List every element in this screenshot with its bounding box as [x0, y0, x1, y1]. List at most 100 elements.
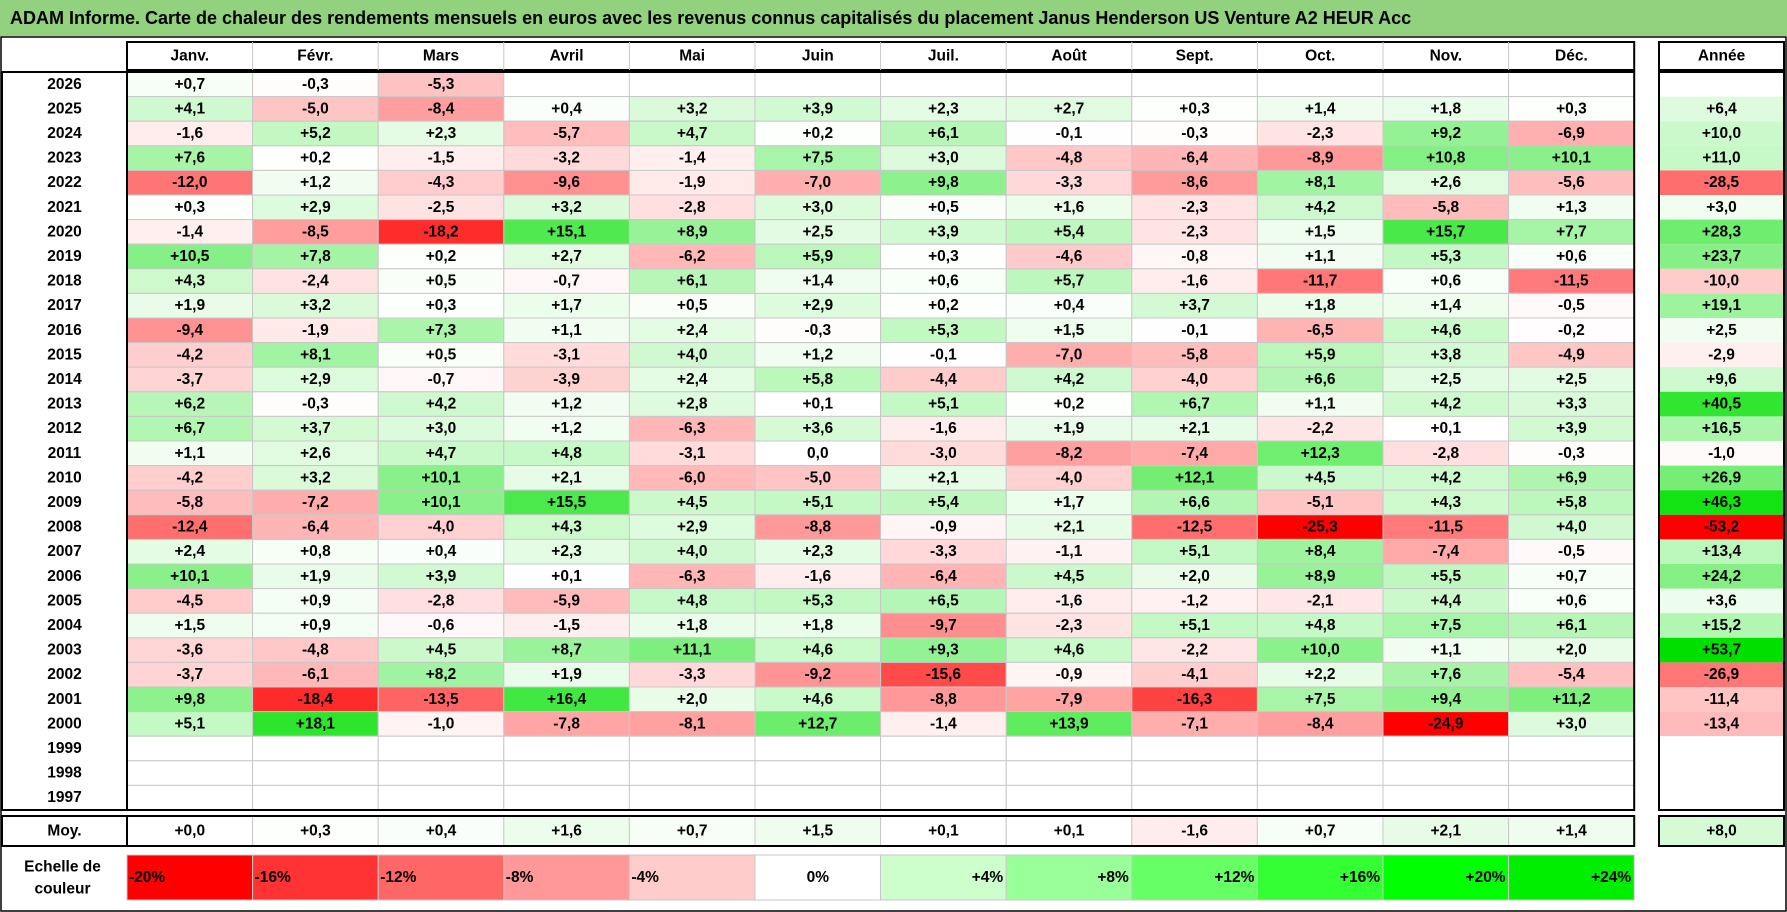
cell-value: +9,8	[174, 691, 205, 708]
cell-value: -1,1	[1056, 543, 1083, 560]
annual-value: +9,6	[1706, 371, 1737, 388]
cell-value: +10,1	[1552, 150, 1592, 167]
cell-value: -8,2	[1056, 445, 1083, 462]
cell-value: -3,7	[176, 371, 203, 388]
cell-value: +13,9	[1049, 715, 1089, 732]
annual-cell	[1659, 318, 1784, 343]
heatmap-cell	[503, 415, 630, 442]
cell-value: +3,9	[928, 223, 959, 240]
cell-value: -2,4	[302, 273, 329, 290]
cell-value: +1,8	[1430, 100, 1461, 117]
cell-value: +0,4	[1054, 297, 1085, 314]
heatmap-cell	[1256, 71, 1384, 98]
cell-value: -7,0	[1056, 346, 1083, 363]
average-value: +0,1	[1054, 823, 1085, 840]
cell-value: +11,2	[1552, 691, 1590, 708]
heatmap-cell	[503, 637, 630, 663]
cell-value: -11,5	[1554, 273, 1589, 290]
cell-value: +5,5	[1430, 568, 1461, 585]
cell-value: +1,6	[1054, 199, 1085, 216]
cell-value: +7,5	[802, 150, 833, 167]
cell-value: +10,5	[170, 248, 210, 265]
cell-value: -3,9	[553, 371, 580, 388]
heatmap-cell	[1508, 661, 1635, 688]
cell-value: +3,2	[300, 297, 331, 314]
heatmap-cell	[754, 711, 882, 737]
year-label: 1999	[47, 740, 82, 757]
cell-value: -3,3	[1056, 174, 1083, 191]
heatmap-cell	[628, 219, 756, 245]
average-cell	[880, 815, 1007, 847]
heatmap-cell	[1256, 96, 1384, 122]
cell-value: +8,1	[1305, 174, 1336, 191]
scale-label: -16%	[255, 869, 291, 886]
year-label: 2021	[47, 199, 82, 216]
cell-value: -0,5	[1558, 543, 1585, 560]
cell-value: +1,1	[1430, 642, 1461, 659]
annual-cell	[1659, 367, 1784, 392]
cell-value: -3,3	[930, 543, 957, 560]
heatmap-cell	[880, 366, 1007, 393]
average-cell	[1508, 815, 1635, 847]
annual-value: +10,0	[1702, 125, 1741, 142]
cell-value: +8,7	[551, 642, 582, 659]
cell-value: +7,5	[1305, 691, 1336, 708]
heatmap-cell	[1005, 637, 1133, 663]
heatmap-cell	[1508, 292, 1635, 319]
cell-value: +10,8	[1426, 150, 1466, 167]
cell-value: +0,6	[1556, 248, 1587, 265]
heatmap-cell	[880, 71, 1007, 98]
heatmap-cell	[1382, 317, 1510, 344]
annual-cell	[1659, 490, 1784, 515]
heatmap-cell	[503, 686, 630, 713]
cell-value: +0,3	[1179, 100, 1210, 117]
annual-value: +53,7	[1702, 642, 1741, 659]
cell-value: +8,1	[300, 346, 331, 363]
cell-value: +1,2	[300, 174, 331, 191]
heatmap-cell	[754, 71, 882, 98]
heatmap-cell	[377, 735, 505, 762]
cell-value: +2,3	[551, 543, 582, 560]
cell-value: -4,0	[428, 519, 455, 536]
heatmap-cell	[1508, 735, 1635, 762]
cell-value: -2,2	[1307, 420, 1334, 437]
cell-value: -3,7	[176, 666, 203, 683]
heatmap-cell	[377, 391, 505, 417]
cell-value: +2,9	[677, 519, 708, 536]
cell-value: +4,0	[677, 346, 708, 363]
heatmap-cell	[1131, 465, 1258, 491]
cell-value: +5,2	[300, 125, 331, 142]
scale-label: +4%	[972, 869, 1004, 886]
cell-value: +0,5	[928, 199, 959, 216]
cell-value: +2,3	[802, 543, 833, 560]
year-label: 2024	[47, 125, 82, 142]
cell-value: +1,9	[174, 297, 205, 314]
heatmap-cell	[377, 588, 505, 614]
heatmap-cell	[1382, 784, 1510, 811]
scale-swatch	[1256, 854, 1384, 901]
cell-value: +3,2	[551, 199, 582, 216]
heatmap-cell	[628, 415, 756, 442]
cell-value: +4,1	[174, 100, 205, 117]
year-label: 2009	[47, 494, 82, 511]
heatmap-cell	[1256, 588, 1384, 614]
cell-value: -5,9	[553, 592, 580, 609]
cell-value: -6,4	[1181, 150, 1208, 167]
annual-value: -1,0	[1708, 445, 1735, 462]
cell-value: -3,2	[553, 150, 580, 167]
heatmap-cell	[1256, 686, 1384, 713]
year-label: 2011	[48, 445, 82, 462]
cell-value: +5,1	[1179, 617, 1210, 634]
year-label: 2006	[47, 568, 82, 585]
cell-value: 0,0	[807, 445, 829, 462]
cell-value: +1,9	[551, 666, 582, 683]
cell-value: -8,6	[1181, 174, 1208, 191]
scale-swatch	[628, 854, 756, 901]
cell-value: +2,7	[1054, 100, 1085, 117]
cell-value: -1,5	[553, 617, 580, 634]
scale-swatch	[1005, 854, 1133, 901]
heatmap-cell	[1005, 268, 1133, 294]
cell-value: -9,6	[553, 174, 580, 191]
cell-value: -4,9	[1558, 346, 1585, 363]
cell-value: +1,1	[551, 322, 582, 339]
